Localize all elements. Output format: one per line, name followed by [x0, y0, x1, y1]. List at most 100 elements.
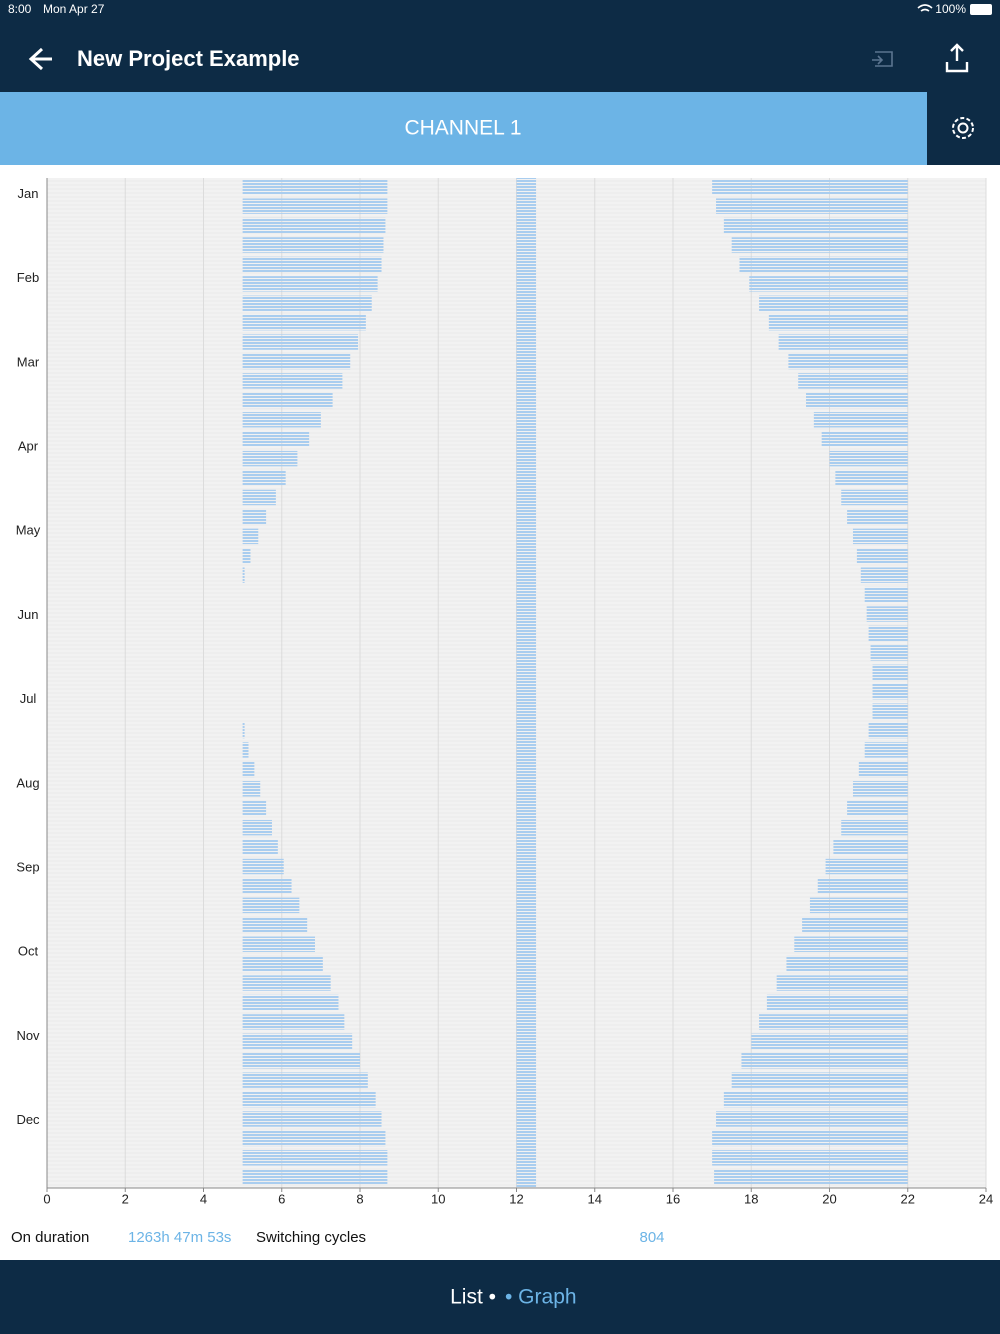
morning-bar [242, 276, 378, 292]
morning-bar [242, 722, 245, 739]
evening-bar [794, 936, 908, 952]
evening-bar [716, 198, 908, 214]
evening-bar [872, 684, 908, 700]
evening-bar [868, 625, 908, 642]
export-button[interactable] [945, 43, 969, 73]
evening-bar [866, 606, 908, 622]
morning-bar [242, 761, 255, 778]
x-tick-label: 8 [356, 1191, 363, 1206]
evening-bar [759, 1014, 908, 1030]
morning-bar [242, 217, 386, 234]
graph-tab[interactable]: • Graph [505, 1286, 577, 1309]
morning-bar [242, 1130, 386, 1147]
evening-bar [788, 353, 908, 370]
cycles-label: Switching cycles [256, 1229, 366, 1246]
x-tick-label: 20 [822, 1191, 836, 1206]
x-tick-label: 6 [278, 1191, 285, 1206]
morning-bar [242, 781, 261, 797]
morning-bar [242, 567, 245, 583]
evening-bar [821, 431, 908, 447]
noon-bar [516, 178, 537, 1188]
list-tab[interactable]: List • [450, 1286, 496, 1309]
evening-bar [860, 567, 908, 583]
evening-bar [778, 334, 908, 350]
plot: 0 2 4 6 8 10 12 14 16 18 20 22 24JanFebMarAprMayJunJ… [16, 178, 993, 1206]
channel-title: CHANNEL 1 [404, 117, 521, 140]
morning-bar [242, 431, 310, 447]
wifi-icon [917, 4, 933, 12]
on-duration-label: On duration [11, 1229, 89, 1246]
evening-bar [852, 528, 908, 545]
morning-bar [242, 1072, 368, 1088]
evening-bar [841, 819, 908, 836]
evening-bar [712, 1150, 908, 1166]
import-button[interactable] [872, 51, 893, 67]
evening-bar [809, 897, 908, 914]
evening-bar [731, 1072, 908, 1088]
morning-bar [242, 1111, 382, 1127]
evening-bar [872, 703, 908, 719]
y-category-label: Sep [16, 859, 39, 874]
status-date: Mon Apr 27 [43, 2, 105, 16]
cycles-value: 804 [639, 1229, 664, 1246]
x-tick-label: 18 [744, 1191, 758, 1206]
x-tick-label: 24 [979, 1191, 993, 1206]
morning-bar [242, 1091, 376, 1108]
x-tick-label: 0 [43, 1191, 50, 1206]
x-tick-label: 12 [509, 1191, 523, 1206]
morning-bar [242, 450, 298, 467]
morning-bar [242, 198, 388, 214]
evening-bar [856, 548, 908, 564]
y-category-label: Mar [17, 354, 40, 369]
x-tick-label: 16 [666, 1191, 680, 1206]
morning-bar [242, 528, 259, 545]
morning-bar [242, 237, 384, 253]
evening-bar [768, 314, 908, 331]
x-tick-label: 4 [200, 1191, 207, 1206]
header-title: New Project Example [77, 46, 300, 71]
morning-bar [242, 509, 267, 525]
evening-bar [847, 800, 908, 816]
morning-bar [242, 1169, 388, 1185]
evening-bar [841, 489, 908, 506]
morning-bar [242, 819, 272, 836]
evening-bar [723, 1091, 908, 1108]
y-category-label: Oct [18, 944, 39, 959]
evening-bar [712, 179, 908, 195]
evening-bar [749, 276, 908, 292]
evening-bar [817, 878, 908, 894]
evening-bar [751, 1033, 908, 1050]
evening-bar [759, 295, 908, 311]
evening-bar [766, 994, 908, 1011]
morning-bar [242, 412, 321, 428]
morning-bar [242, 1053, 360, 1069]
x-tick-label: 10 [431, 1191, 445, 1206]
settings-box [927, 92, 1000, 165]
evening-bar [716, 1111, 908, 1127]
evening-bar [741, 1053, 908, 1069]
back-button[interactable] [28, 47, 52, 71]
evening-bar [868, 722, 908, 739]
morning-bar [242, 1033, 353, 1050]
morning-bar [242, 800, 267, 816]
evening-bar [864, 586, 908, 603]
morning-bar [242, 839, 278, 855]
morning-bar [242, 353, 351, 370]
morning-bar [242, 489, 276, 506]
y-category-label: Jul [20, 691, 37, 706]
status-battery: 100% [935, 2, 966, 16]
x-tick-label: 14 [588, 1191, 602, 1206]
morning-bar [242, 994, 339, 1011]
battery-icon [970, 4, 992, 15]
morning-bar [242, 1014, 345, 1030]
settings-button[interactable] [952, 117, 974, 139]
x-tick-label: 2 [122, 1191, 129, 1206]
morning-bar [242, 470, 286, 486]
y-category-label: Apr [18, 439, 39, 454]
evening-bar [829, 450, 908, 467]
channel-bar [0, 92, 927, 165]
evening-bar [798, 373, 908, 389]
y-category-label: Feb [17, 270, 39, 285]
morning-bar [242, 975, 331, 991]
